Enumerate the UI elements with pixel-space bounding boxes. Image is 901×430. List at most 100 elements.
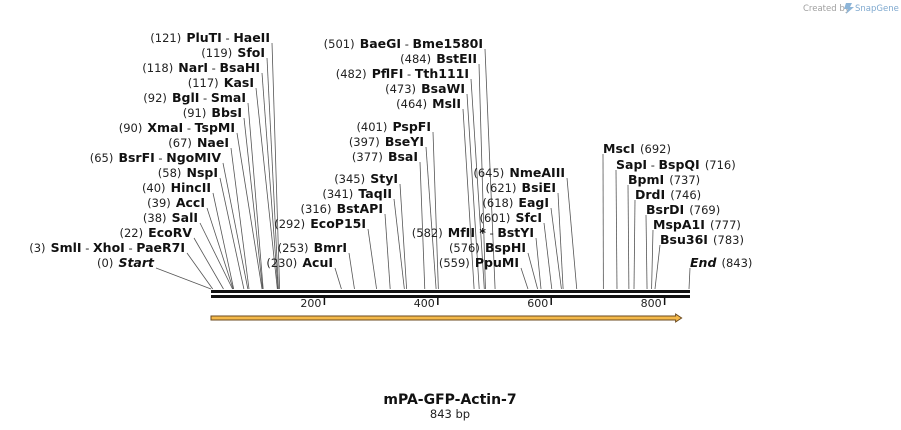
site-mspa1i[interactable]: MspA1I (777) <box>653 214 741 233</box>
site-msli[interactable]: (464) MslI <box>396 93 461 112</box>
site-position: (345) <box>334 172 365 186</box>
site-eagi[interactable]: (618) EagI <box>482 192 549 211</box>
site-bbsi[interactable]: (91) BbsI <box>183 102 242 121</box>
site-ppumi[interactable]: (559) PpuMI <box>439 252 519 271</box>
leader-bbsi <box>243 117 263 290</box>
site-bsu36i[interactable]: Bsu36I (783) <box>660 229 744 248</box>
site-position: (0) <box>97 256 113 270</box>
site-bsrdi[interactable]: BsrDI (769) <box>646 199 720 218</box>
site-position: (92) <box>143 91 167 105</box>
site-bsrfi[interactable]: (65) BsrFI - NgoMIV <box>90 147 222 166</box>
site-xmai[interactable]: (90) XmaI - TspMI <box>119 117 235 136</box>
site-position: (576) <box>449 241 480 255</box>
leader-bsiei <box>557 192 564 290</box>
enzyme-name: PluTI <box>186 30 222 45</box>
name-separator: - <box>82 241 93 255</box>
sequence-backbone <box>211 290 690 298</box>
feature-arrow-shape <box>210 313 683 323</box>
leader-nspi <box>219 177 245 290</box>
site-position: (843) <box>721 256 752 270</box>
leader-ecop15i <box>367 228 377 290</box>
site-sfci[interactable]: (601) SfcI <box>479 207 542 226</box>
site-sfoi[interactable]: (119) SfoI <box>201 42 265 61</box>
feature-arrow[interactable] <box>210 313 683 323</box>
enzyme-name: BglI <box>172 90 199 105</box>
site-bmri[interactable]: (253) BmrI <box>278 237 347 256</box>
site-mfii[interactable]: (582) MfII * - BstYI <box>412 222 534 241</box>
site-sali[interactable]: (38) SalI <box>143 207 198 226</box>
site-position: (316) <box>301 202 332 216</box>
site-styi[interactable]: (345) StyI <box>334 168 398 187</box>
site-position: (91) <box>183 106 207 120</box>
name-separator: - <box>155 151 166 165</box>
site-smli[interactable]: (3) SmlI - XhoI - PaeR7I <box>29 237 185 256</box>
leader-kasi <box>255 87 278 290</box>
site-hincii[interactable]: (40) HincII <box>142 177 211 196</box>
site-bsphi[interactable]: (576) BspHI <box>449 237 526 256</box>
site-acci[interactable]: (39) AccI <box>147 192 205 211</box>
site-start[interactable]: (0) Start <box>97 252 155 271</box>
leader-pflfi <box>470 78 485 290</box>
ruler: 200 400 600 800 <box>300 297 666 310</box>
site-acui[interactable]: (230) AcuI <box>266 252 333 271</box>
enzyme-name: MscI <box>603 141 635 156</box>
site-position: (601) <box>479 211 510 225</box>
name-separator: - <box>199 91 210 105</box>
site-position: (118) <box>142 61 173 75</box>
site-msci[interactable]: MscI (692) <box>603 138 671 157</box>
sequence-title: mPA-GFP-Actin-7 <box>383 392 516 408</box>
site-position: (501) <box>324 37 355 51</box>
site-naei[interactable]: (67) NaeI <box>168 132 229 151</box>
site-pspfi[interactable]: (401) PspFI <box>356 116 431 135</box>
site-position: (341) <box>322 187 353 201</box>
leader-bseyi <box>425 146 437 290</box>
enzyme-name: PspFI <box>392 119 431 134</box>
site-pflfi[interactable]: (482) PflFI - Tth111I <box>336 63 469 82</box>
leader-bsrfi <box>222 162 249 290</box>
site-taqii[interactable]: (341) TaqII <box>322 183 392 202</box>
enzyme-name: NaeI <box>197 135 229 150</box>
name-separator: - <box>208 61 219 75</box>
site-drdi[interactable]: DrdI (746) <box>635 184 701 203</box>
leader-drdi <box>633 199 636 290</box>
ruler-tick-label: 800 <box>641 297 662 310</box>
site-bgli[interactable]: (92) BglI - SmaI <box>143 87 246 106</box>
enzyme-name: BsiEI <box>522 180 556 195</box>
site-bsawi[interactable]: (473) BsaWI <box>385 78 465 97</box>
enzyme-name: SalI <box>172 210 198 225</box>
enzyme-name: MslI <box>432 96 461 111</box>
brand-text: SnapGene <box>855 4 899 14</box>
site-ecorv[interactable]: (22) EcoRV <box>119 222 192 241</box>
enzyme-name: BstEII <box>436 51 477 66</box>
site-bstapi[interactable]: (316) BstAPI <box>301 198 383 217</box>
site-position: (716) <box>705 158 736 172</box>
site-bsai[interactable]: (377) BsaI <box>352 146 418 165</box>
site-pluti[interactable]: (121) PluTI - HaeII <box>150 27 270 46</box>
backbone-top-strand <box>211 290 690 293</box>
site-kasi[interactable]: (117) KasI <box>188 72 254 91</box>
leader-ecorv <box>193 237 224 290</box>
enzyme-name: BsaI <box>388 149 418 164</box>
leader-bsrdi <box>645 214 648 290</box>
site-position: (67) <box>168 136 192 150</box>
site-baegi[interactable]: (501) BaeGI - Bme1580I <box>324 33 483 52</box>
enzyme-name: BstYI <box>497 225 534 240</box>
site-bseyi[interactable]: (397) BseYI <box>349 131 424 150</box>
enzyme-name: BsaWI <box>421 81 465 96</box>
site-bpmi[interactable]: BpmI (737) <box>628 169 700 188</box>
leader-bmri <box>348 252 355 290</box>
leader-bgli <box>247 102 264 290</box>
site-nari[interactable]: (118) NarI - BsaHI <box>142 57 260 76</box>
site-ecop15i[interactable]: (292) EcoP15I <box>274 213 366 232</box>
enzyme-name: BbsI <box>211 105 242 120</box>
site-bsiei[interactable]: (621) BsiEI <box>486 177 556 196</box>
site-end[interactable]: End (843) <box>690 252 752 271</box>
site-sapi[interactable]: SapI - BspQI (716) <box>616 154 736 173</box>
site-position: (38) <box>143 211 167 225</box>
enzyme-name: BstAPI <box>337 201 383 216</box>
site-nmeaiii[interactable]: (645) NmeAIII <box>473 162 565 181</box>
name-separator: - <box>647 158 658 172</box>
site-bsteii[interactable]: (484) BstEII <box>400 48 477 67</box>
name-separator: - <box>222 31 233 45</box>
site-nspi[interactable]: (58) NspI <box>158 162 218 181</box>
